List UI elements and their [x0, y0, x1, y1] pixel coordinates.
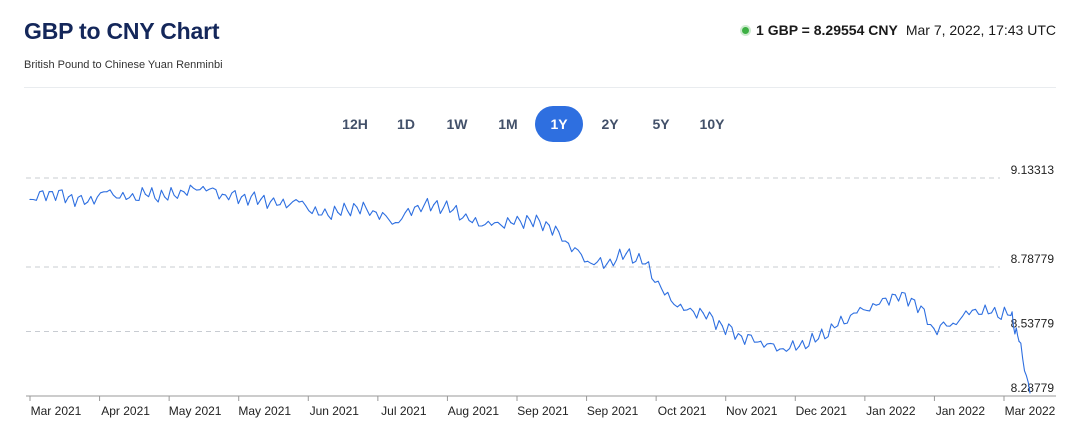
data-point [144, 193, 146, 195]
data-point [606, 263, 608, 265]
x-tick-label: Oct 2021 [658, 404, 707, 418]
current-rate: 1 GBP = 8.29554 CNY Mar 7, 2022, 17:43 U… [742, 22, 1056, 38]
x-tick-label: Jun 2021 [310, 404, 360, 418]
data-point [221, 193, 223, 195]
data-point [337, 211, 339, 213]
data-point [471, 222, 473, 224]
data-point [952, 322, 954, 324]
data-point [971, 309, 973, 311]
data-point [29, 198, 31, 201]
data-point [933, 327, 935, 329]
page-title: GBP to CNY Chart [24, 18, 220, 44]
data-point [125, 198, 127, 201]
data-point [490, 224, 493, 226]
data-point [433, 203, 435, 206]
x-tick-label: Jan 2022 [866, 404, 916, 418]
rate-value: 1 GBP = 8.29554 CNY [756, 22, 898, 38]
data-point [356, 206, 358, 208]
data-point [740, 335, 743, 337]
header-divider [24, 87, 1056, 88]
range-button-1y[interactable]: 1Y [535, 106, 583, 142]
data-point [779, 348, 781, 350]
data-point [856, 312, 858, 314]
range-button-10y[interactable]: 10Y [688, 106, 736, 142]
data-point [1018, 340, 1020, 342]
data-point [202, 185, 204, 188]
data-point [260, 198, 262, 201]
range-button-2y[interactable]: 2Y [586, 106, 634, 142]
range-button-1d[interactable]: 1D [382, 106, 430, 142]
rate-timestamp: Mar 7, 2022, 17:43 UTC [905, 22, 1056, 38]
data-point [1029, 392, 1031, 394]
data-point [817, 338, 820, 340]
data-point [414, 206, 416, 208]
data-point [67, 196, 70, 198]
x-tick-label: May 2021 [169, 404, 222, 418]
x-tick-label: Apr 2021 [101, 404, 150, 418]
data-point [510, 222, 512, 224]
data-point [48, 191, 50, 193]
x-tick-label: Sep 2021 [587, 404, 639, 418]
x-tick-label: Mar 2022 [1005, 404, 1056, 418]
data-point [548, 224, 550, 226]
y-tick-label: 9.13313 [1011, 163, 1055, 177]
data-point [721, 325, 723, 327]
data-point [529, 219, 531, 221]
x-tick-label: May 2021 [238, 404, 291, 418]
series-line-gbp-cny [29, 184, 1031, 393]
data-point [567, 242, 570, 244]
data-point [664, 294, 666, 296]
x-tick-label: Jan 2022 [936, 404, 986, 418]
range-button-12h[interactable]: 12H [331, 106, 379, 142]
data-point [87, 201, 89, 203]
data-point [164, 196, 166, 198]
data-point [625, 252, 627, 255]
data-point [587, 260, 589, 262]
data-point [894, 294, 896, 296]
range-button-1w[interactable]: 1W [433, 106, 481, 142]
data-point [1010, 314, 1012, 317]
x-tick-label: Mar 2021 [31, 404, 82, 418]
data-point [837, 325, 839, 327]
range-button-1m[interactable]: 1M [484, 106, 532, 142]
data-point [375, 211, 377, 213]
y-tick-label: 8.78779 [1011, 252, 1055, 266]
y-tick-label: 8.28779 [1011, 381, 1055, 395]
data-point [875, 304, 877, 306]
data-point [683, 309, 685, 311]
data-point [279, 203, 281, 206]
data-point [798, 345, 800, 348]
data-point [914, 299, 916, 301]
range-selector: 12H 1D 1W 1M 1Y 2Y 5Y 10Y [331, 106, 739, 142]
data-point [452, 209, 454, 211]
x-tick-label: Jul 2021 [381, 404, 427, 418]
data-point [394, 222, 396, 224]
y-tick-label: 8.53779 [1011, 317, 1055, 331]
data-point [760, 340, 762, 342]
page-subtitle: British Pound to Chinese Yuan Renminbi [24, 59, 223, 71]
data-point [106, 191, 108, 193]
data-point [644, 263, 646, 265]
data-point [990, 312, 993, 314]
data-point [240, 196, 243, 198]
data-point [298, 201, 300, 203]
x-tick-label: Sep 2021 [517, 404, 569, 418]
x-tick-label: Dec 2021 [796, 404, 848, 418]
range-button-5y[interactable]: 5Y [637, 106, 685, 142]
data-point [702, 312, 704, 314]
x-tick-label: Aug 2021 [448, 404, 500, 418]
data-point [183, 191, 185, 193]
data-point [317, 214, 320, 216]
live-status-dot-icon [742, 26, 750, 34]
x-tick-label: Nov 2021 [726, 404, 778, 418]
